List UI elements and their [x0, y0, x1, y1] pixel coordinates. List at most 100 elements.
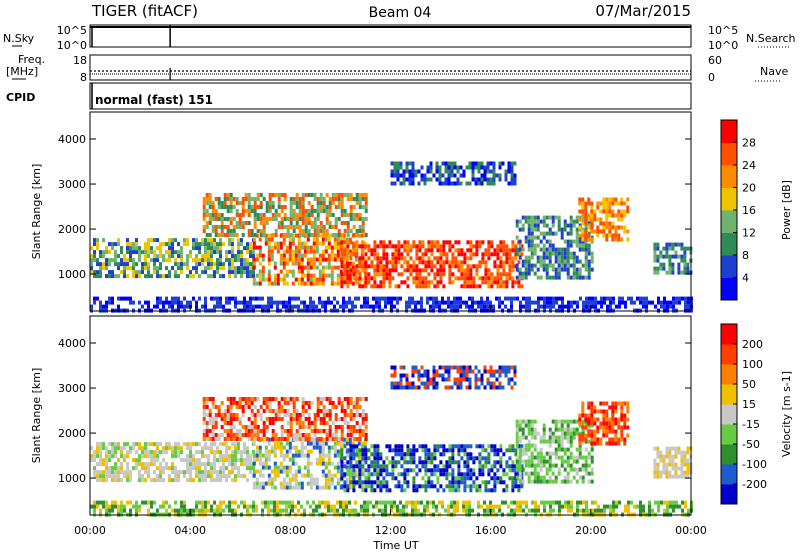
echo-cell: [620, 401, 624, 406]
echo-cell: [291, 296, 294, 301]
echo-cell: [279, 453, 283, 458]
echo-cell: [174, 442, 177, 447]
echo-cell: [444, 369, 448, 374]
echo-cell: [518, 471, 522, 476]
echo-cell: [192, 466, 195, 471]
echo-cell: [277, 417, 281, 421]
echo-cell: [285, 453, 289, 458]
echo-cell: [614, 437, 618, 442]
echo-cell: [364, 272, 368, 277]
echo-cell: [659, 266, 663, 271]
echo-cell: [536, 223, 540, 228]
echo-cell: [195, 266, 198, 271]
echo-cell: [355, 252, 359, 257]
echo-cell: [150, 500, 153, 505]
echo-cell: [210, 508, 213, 513]
echo-cell: [300, 257, 304, 262]
echo-cell: [397, 256, 401, 261]
echo-cell: [358, 480, 362, 485]
echo-cell: [587, 225, 591, 230]
echo-cell: [602, 425, 606, 430]
echo-cell: [180, 450, 183, 455]
echo-cell: [521, 419, 525, 424]
echo-cell: [393, 381, 397, 386]
echo-cell: [252, 461, 256, 466]
echo-cell: [569, 451, 573, 456]
echo-cell: [258, 481, 262, 486]
echo-cell: [421, 268, 425, 273]
echo-cell: [90, 258, 93, 263]
echo-cell: [180, 504, 183, 509]
echo-cell: [288, 465, 292, 470]
echo-cell: [566, 479, 570, 484]
echo-cell: [156, 274, 159, 279]
echo-cell: [262, 221, 266, 225]
echo-cell: [409, 244, 413, 249]
echo-cell: [306, 249, 310, 254]
echo-cell: [617, 201, 621, 206]
echo-cell: [301, 193, 305, 197]
echo-cell: [313, 229, 317, 233]
echo-cell: [351, 261, 355, 266]
echo-cell: [123, 262, 126, 267]
echo-cell: [279, 441, 283, 446]
echo-cell: [138, 446, 141, 451]
echo-cell: [513, 177, 517, 182]
echo-cell: [516, 296, 519, 301]
echo-cell: [231, 462, 234, 467]
echo-cell: [330, 273, 334, 278]
echo-cell: [240, 242, 243, 247]
echo-cell: [150, 258, 153, 263]
echo-cell: [208, 397, 212, 401]
echo-cell: [159, 466, 162, 471]
echo-cell: [397, 284, 401, 289]
echo-cell: [671, 270, 675, 275]
echo-cell: [295, 421, 299, 425]
echo-cell: [569, 443, 573, 448]
echo-cell: [204, 462, 207, 467]
echo-cell: [429, 177, 433, 182]
echo-cell: [384, 304, 387, 309]
echo-cell: [183, 504, 186, 509]
echo-cell: [372, 304, 375, 309]
echo-cell: [102, 266, 105, 271]
echo-cell: [590, 423, 594, 428]
echo-cell: [566, 259, 570, 264]
echo-cell: [548, 435, 552, 440]
echo-cell: [204, 254, 207, 259]
echo-cell: [590, 259, 594, 264]
echo-cell: [486, 381, 490, 386]
echo-cell: [202, 417, 206, 421]
echo-cell: [448, 460, 452, 465]
echo-cell: [349, 240, 353, 245]
echo-cell: [364, 468, 368, 473]
echo-cell: [210, 254, 213, 259]
echo-cell: [306, 469, 310, 474]
echo-cell: [105, 262, 108, 267]
echo-cell: [415, 268, 419, 273]
echo-cell: [273, 445, 277, 450]
echo-cell: [505, 260, 509, 265]
echo-cell: [288, 457, 292, 462]
echo-cell: [551, 219, 555, 224]
echo-cell: [388, 260, 392, 265]
echo-cell: [234, 462, 237, 467]
echo-cell: [379, 272, 383, 277]
echo-cell: [415, 252, 419, 257]
echo-cell: [563, 227, 567, 232]
echo-cell: [587, 197, 591, 202]
echo-cell: [132, 266, 135, 271]
echo-cell: [554, 427, 558, 432]
echo-cell: [591, 296, 594, 301]
echo-cell: [406, 264, 410, 269]
echo-cell: [408, 177, 412, 182]
echo-cell: [211, 421, 215, 425]
echo-cell: [211, 433, 215, 437]
echo-cell: [433, 472, 437, 477]
echo-cell: [352, 272, 356, 277]
echo-cell: [672, 304, 675, 309]
echo-cell: [253, 201, 257, 205]
echo-cell: [99, 458, 102, 463]
echo-cell: [312, 477, 316, 482]
echo-cell: [364, 448, 368, 453]
